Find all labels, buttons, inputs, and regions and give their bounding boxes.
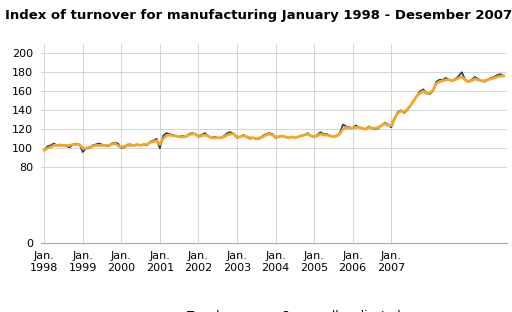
Line: Trend: Trend <box>44 76 504 150</box>
Trend <box>501 74 507 78</box>
Seasonally adjusted <box>420 87 426 91</box>
Text: Index of turnover for manufacturing January 1998 - Desember 2007, 1998=100: Index of turnover for manufacturing Janu… <box>5 9 512 22</box>
Seasonally adjusted <box>186 132 192 136</box>
Trend <box>109 143 115 146</box>
Seasonally adjusted <box>73 142 79 145</box>
Line: Seasonally adjusted: Seasonally adjusted <box>44 72 504 152</box>
Trend <box>182 135 188 139</box>
Seasonally adjusted <box>414 94 420 98</box>
Trend <box>497 74 503 78</box>
Trend <box>73 143 79 146</box>
Seasonally adjusted <box>372 127 378 131</box>
Legend: Trend, Seasonally adjusted: Trend, Seasonally adjusted <box>143 305 405 312</box>
Trend <box>369 126 375 130</box>
Seasonally adjusted <box>80 150 86 154</box>
Seasonally adjusted <box>459 70 465 74</box>
Seasonally adjusted <box>112 141 118 144</box>
Seasonally adjusted <box>41 148 47 152</box>
Seasonally adjusted <box>501 74 507 78</box>
Trend <box>417 91 423 95</box>
Trend <box>41 148 47 152</box>
Trend <box>411 99 417 103</box>
